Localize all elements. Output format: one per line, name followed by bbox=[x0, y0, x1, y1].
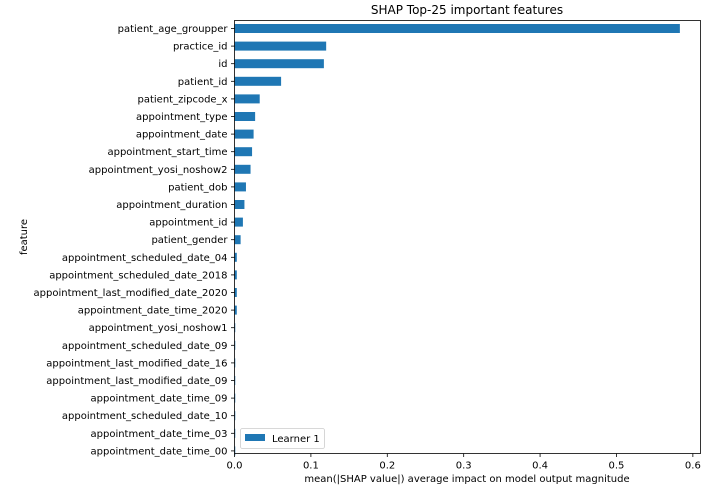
y-tick-label: appointment_start_time bbox=[107, 147, 227, 158]
bar-patient_dob bbox=[234, 182, 246, 192]
x-tick-label: 0.6 bbox=[685, 461, 701, 472]
x-tick-label: 0.5 bbox=[609, 461, 625, 472]
x-tick-label: 0.1 bbox=[303, 461, 319, 472]
y-tick-label: appointment_last_modified_date_16 bbox=[46, 358, 227, 369]
x-ticks-group: 0.0 0.1 0.2 0.3 0.4 0.5 0.6 bbox=[227, 453, 701, 472]
y-tick-label: appointment_last_modified_date_09 bbox=[46, 376, 227, 387]
y-tick-label: appointment_scheduled_date_09 bbox=[62, 341, 228, 352]
bar-patient_age_groupper bbox=[234, 24, 680, 33]
bar-patient_zipcode_x bbox=[234, 94, 260, 104]
legend-swatch bbox=[245, 434, 265, 441]
y-tick-label: patient_gender bbox=[151, 235, 228, 246]
y-tick-label: appointment_date_time_00 bbox=[91, 446, 228, 457]
y-tick-label: appointment_date bbox=[136, 130, 228, 141]
y-tick-label: patient_dob bbox=[168, 182, 227, 193]
bar-patient_gender bbox=[234, 235, 241, 245]
legend-label: Learner 1 bbox=[272, 434, 320, 445]
chart-title: SHAP Top-25 important features bbox=[371, 3, 563, 17]
bars-group bbox=[234, 24, 680, 456]
bar-appointment_last_modified_date_2020 bbox=[234, 288, 237, 297]
x-tick-label: 0.4 bbox=[532, 461, 548, 472]
bar-appointment_date_time_2020 bbox=[234, 305, 237, 315]
y-tick-label: patient_age_groupper bbox=[118, 24, 229, 35]
legend: Learner 1 bbox=[240, 428, 325, 449]
bar-appointment_duration bbox=[234, 200, 245, 209]
x-tick-label: 0.2 bbox=[379, 461, 395, 472]
plot-frame bbox=[234, 20, 701, 454]
y-tick-label: id bbox=[218, 59, 227, 70]
y-tick-label: patient_id bbox=[178, 77, 228, 88]
x-tick-label: 0.0 bbox=[227, 461, 243, 472]
y-tick-label: practice_id bbox=[173, 42, 228, 53]
y-tick-label: patient_zipcode_x bbox=[138, 94, 228, 105]
x-tick-label: 0.3 bbox=[456, 461, 472, 472]
y-tick-label: appointment_last_modified_date_2020 bbox=[34, 288, 228, 299]
bar-id bbox=[234, 59, 324, 69]
y-tick-label: appointment_yosi_noshow1 bbox=[89, 323, 228, 334]
bar-appointment_type bbox=[234, 112, 256, 121]
y-tick-label: appointment_duration bbox=[116, 200, 227, 211]
bar-appointment_id bbox=[234, 217, 243, 227]
bar-appointment_yosi_noshow2 bbox=[234, 164, 251, 174]
y-tick-label: appointment_scheduled_date_2018 bbox=[49, 270, 227, 281]
y-tick-label: appointment_id bbox=[149, 218, 227, 229]
y-axis-label: feature bbox=[19, 219, 30, 255]
bar-appointment_start_time bbox=[234, 147, 253, 157]
bar-appointment_scheduled_date_04 bbox=[234, 252, 237, 262]
bar-appointment_scheduled_date_2018 bbox=[234, 270, 237, 280]
bar-patient_id bbox=[234, 76, 282, 86]
legend-box bbox=[240, 428, 325, 449]
y-tick-label: appointment_type bbox=[136, 112, 227, 123]
bar-practice_id bbox=[234, 41, 327, 51]
y-tick-label: appointment_scheduled_date_04 bbox=[62, 253, 228, 264]
y-tick-label: appointment_date_time_2020 bbox=[78, 306, 228, 317]
y-tick-label: appointment_yosi_noshow2 bbox=[89, 165, 228, 176]
x-axis-label: mean(|SHAP value|) average impact on mod… bbox=[304, 474, 629, 485]
y-tick-label: appointment_scheduled_date_10 bbox=[62, 411, 228, 422]
bar-appointment_date bbox=[234, 129, 254, 139]
y-tick-label: appointment_date_time_03 bbox=[91, 429, 228, 440]
y-tick-label: appointment_date_time_09 bbox=[91, 394, 228, 405]
